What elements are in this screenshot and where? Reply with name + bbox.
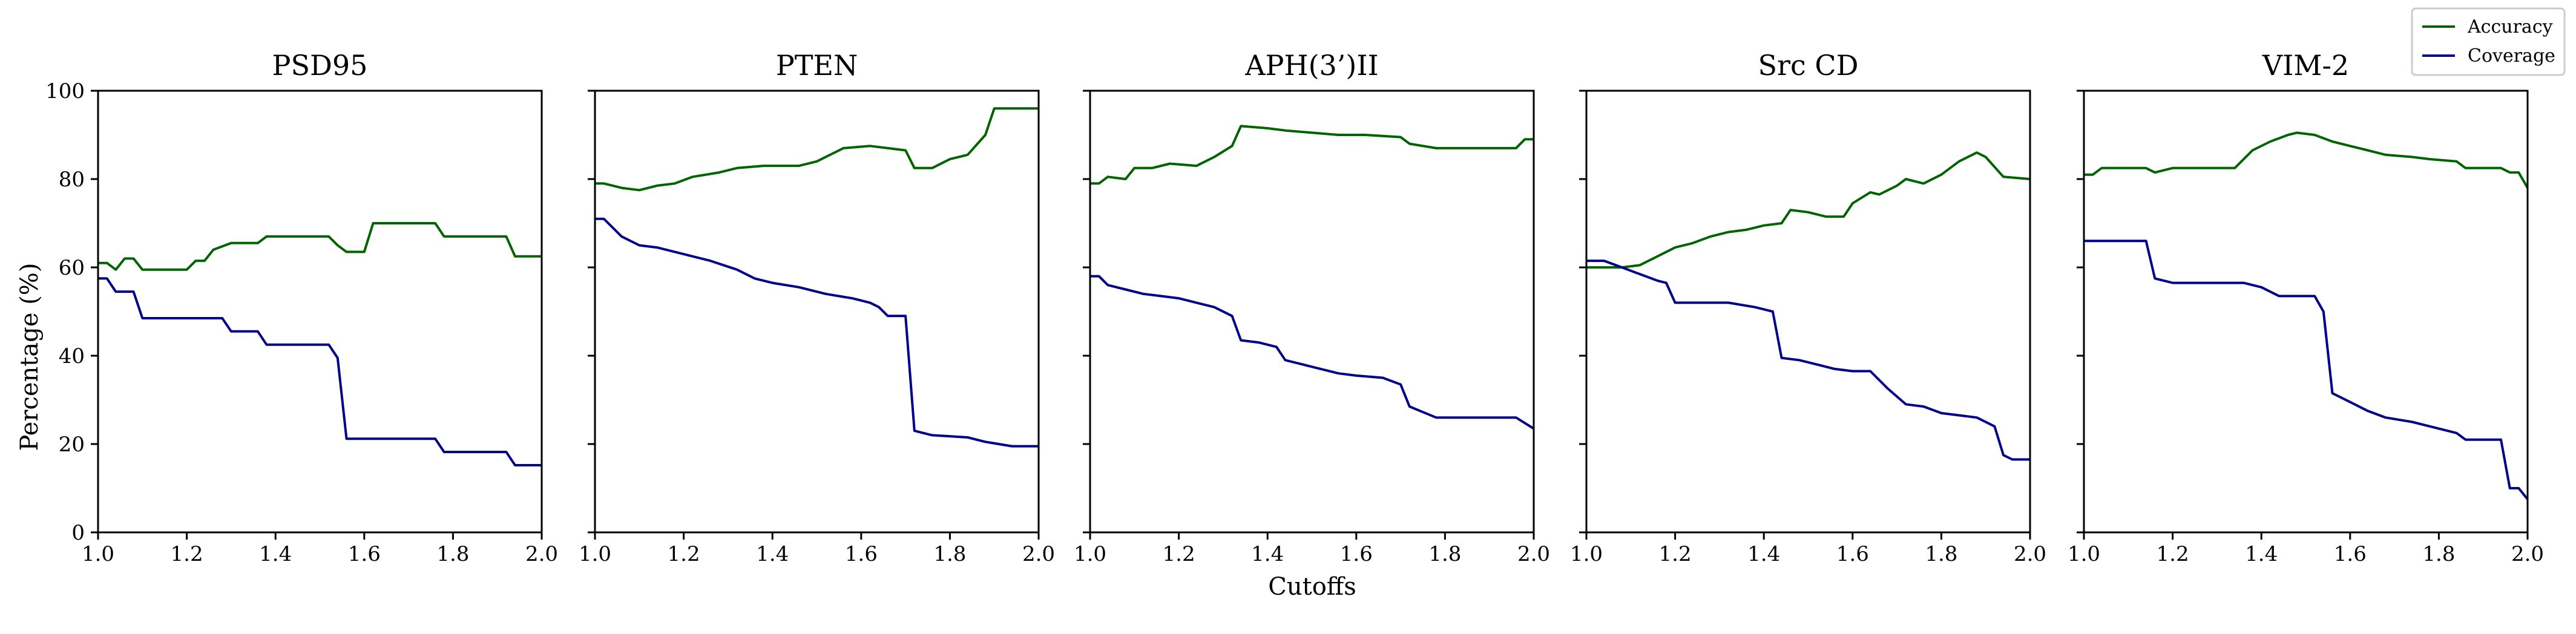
series-line-accuracy [1586,151,2030,269]
y-axis-label: Percentage (%) [16,263,44,451]
x-tick-label: 2.0 [2014,542,2046,566]
series-line-accuracy [595,107,1039,192]
panel-aph-3-ii: APH(3’)II 1.0 1.2 1.4 1.6 1.8 2.0 [1074,49,1550,566]
panel-title: VIM-2 [2262,49,2349,82]
x-tick-label: 1.2 [2157,542,2189,566]
series-line-coverage [595,217,1039,448]
panel-src-cd: Src CD 1.0 1.2 1.4 1.6 1.8 2.0 [1570,49,2046,566]
x-tick-label: 1.2 [668,542,700,566]
x-axis-label: Cutoffs [1268,573,1356,601]
x-tick-label: 1.6 [845,542,878,566]
x-tick-label: 2.0 [1517,542,1550,566]
y-tick-label: 40 [59,344,85,368]
x-tick-label: 1.6 [348,542,381,566]
x-tick-label: 1.2 [1163,542,1195,566]
x-tick-label: 1.4 [756,542,789,566]
x-tick-label: 1.6 [2334,542,2367,566]
plot-frame [97,90,543,534]
panel-psd95: PSD95 1.0 1.2 1.4 1.6 1.8 2.0 0 20 40 60 80 100 [45,49,558,566]
panel-title: APH(3’)II [1244,49,1378,82]
legend-label-coverage: Coverage [2468,45,2555,67]
x-tick-label: 1.8 [436,542,469,566]
series-line-coverage [1090,275,1534,430]
series-line-accuracy [98,222,542,271]
chart-panels: PSD95 1.0 1.2 1.4 1.6 1.8 2.0 0 20 40 60 80 100 PTEN 1… [45,49,2544,566]
plot-frame [594,90,1040,534]
x-tick-label: 2.0 [2511,542,2544,566]
plot-frame [1089,90,1535,534]
x-tick-label: 1.8 [1925,542,1957,566]
x-tick-label: 2.0 [525,542,558,566]
x-tick-label: 1.8 [1428,542,1461,566]
y-tick-label: 20 [59,433,85,457]
x-tick-label: 1.4 [1747,542,1780,566]
legend-label-accuracy: Accuracy [2467,16,2553,38]
x-tick-label: 1.4 [259,542,292,566]
series-line-accuracy [1090,125,1534,185]
series-line-coverage [1586,260,2030,461]
y-tick-label: 80 [59,168,85,192]
x-tick-label: 1.4 [1251,542,1284,566]
x-tick-label: 1.0 [1074,542,1106,566]
panel-title: PTEN [776,49,858,82]
x-tick-label: 1.4 [2245,542,2278,566]
legend: Accuracy Coverage [2411,7,2566,76]
legend-box [2411,7,2566,76]
plot-frame [1585,90,2031,534]
x-tick-label: 1.0 [82,542,114,566]
series-line-coverage [2084,240,2528,500]
y-tick-label: 60 [59,256,85,280]
series-line-coverage [98,277,542,466]
y-tick-label: 100 [45,79,85,103]
series-line-accuracy [2084,131,2528,189]
x-tick-label: 1.0 [2068,542,2100,566]
x-tick-label: 1.2 [171,542,203,566]
x-tick-label: 1.2 [1659,542,1692,566]
x-tick-label: 1.6 [1340,542,1373,566]
x-tick-label: 1.0 [1570,542,1603,566]
panel-vim-2: VIM-2 1.0 1.2 1.4 1.6 1.8 2.0 [2068,49,2544,566]
panel-title: PSD95 [272,49,368,82]
plot-frame [2083,90,2529,534]
x-tick-label: 2.0 [1022,542,1055,566]
y-tick-label: 0 [71,521,85,545]
x-tick-label: 1.6 [1836,542,1869,566]
x-tick-label: 1.8 [2422,542,2455,566]
panel-pten: PTEN 1.0 1.2 1.4 1.6 1.8 2.0 [579,49,1055,566]
panel-title: Src CD [1758,49,1859,82]
x-tick-label: 1.0 [579,542,611,566]
x-tick-label: 1.8 [933,542,966,566]
